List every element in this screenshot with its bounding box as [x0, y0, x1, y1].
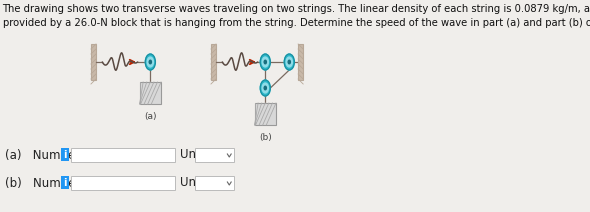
Text: (b)   Number: (b) Number [5, 177, 81, 190]
FancyBboxPatch shape [195, 176, 234, 190]
Bar [298, 44, 303, 80]
FancyBboxPatch shape [71, 176, 175, 190]
Circle shape [286, 57, 293, 67]
Circle shape [145, 54, 155, 70]
Bar [140, 82, 161, 104]
Bar [211, 44, 216, 80]
Text: i: i [64, 178, 67, 188]
FancyBboxPatch shape [61, 176, 70, 189]
FancyBboxPatch shape [195, 148, 234, 162]
Text: The drawing shows two transverse waves traveling on two strings. The linear dens: The drawing shows two transverse waves t… [2, 4, 590, 28]
Text: (b): (b) [259, 133, 271, 142]
Bar [91, 44, 96, 80]
Circle shape [260, 80, 270, 96]
Text: (a)   Number: (a) Number [5, 148, 80, 162]
Text: Units: Units [180, 177, 210, 190]
FancyBboxPatch shape [71, 148, 175, 162]
Text: (a): (a) [144, 112, 156, 121]
Circle shape [262, 57, 268, 67]
FancyBboxPatch shape [61, 148, 70, 161]
Circle shape [284, 54, 294, 70]
Circle shape [288, 60, 290, 64]
Bar [254, 103, 276, 125]
Circle shape [264, 60, 267, 64]
Text: Units: Units [180, 148, 210, 162]
Circle shape [262, 83, 268, 93]
Circle shape [147, 57, 153, 67]
Circle shape [264, 86, 267, 90]
Text: i: i [64, 150, 67, 160]
Circle shape [149, 60, 152, 64]
Circle shape [260, 54, 270, 70]
